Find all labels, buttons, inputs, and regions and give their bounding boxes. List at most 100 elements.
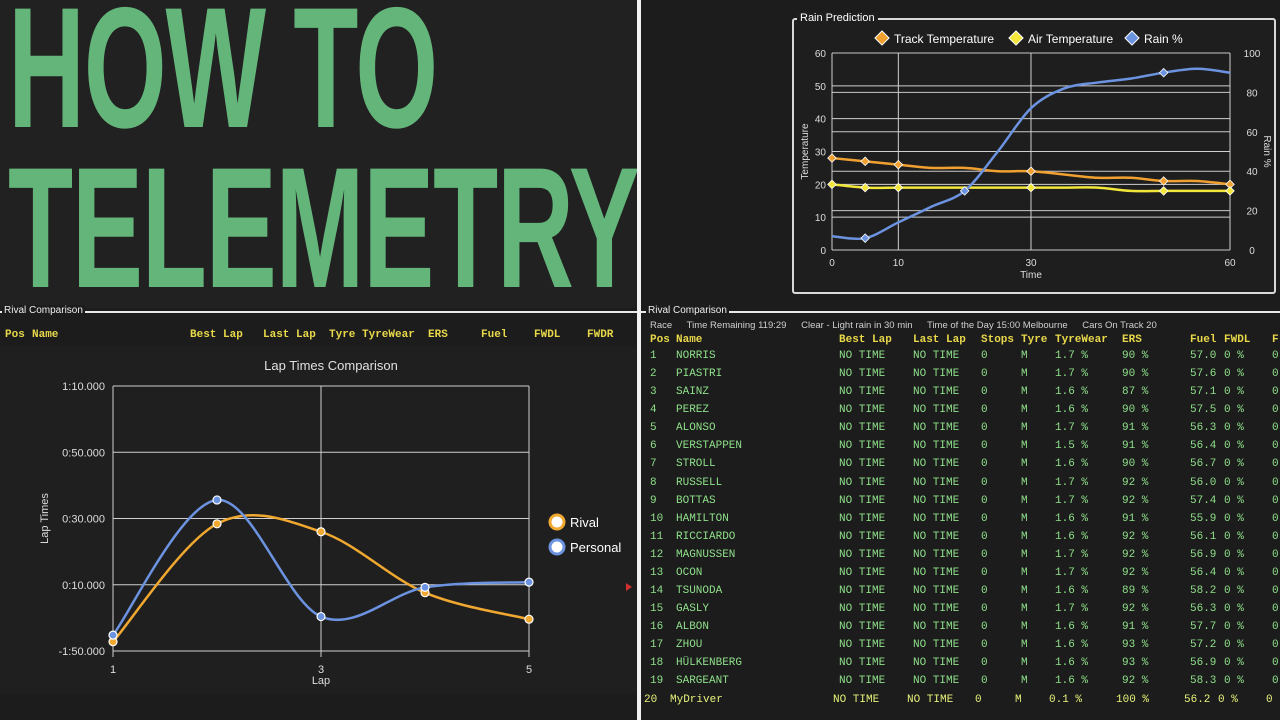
- legend-label: Track Temperature: [894, 32, 994, 46]
- legend-marker: [1124, 30, 1140, 46]
- cell-pos: 6: [650, 440, 657, 453]
- rcol-stops: Stops: [981, 334, 1015, 346]
- cell-fwdr: 0: [1272, 639, 1279, 652]
- data-point: [1225, 186, 1235, 196]
- cell-stops: 0: [981, 566, 988, 579]
- series-line-personal: [112, 498, 530, 636]
- col-pos: Pos: [5, 329, 25, 341]
- data-point: [1026, 166, 1036, 177]
- cell-last: NO TIME: [913, 494, 960, 507]
- vertical-divider: [637, 0, 641, 720]
- race-info-bar: Race Time Remaining 119:29 Clear - Light…: [650, 320, 1169, 331]
- left-section-label: Rival Comparison: [2, 305, 85, 316]
- cell-best: NO TIME: [839, 603, 886, 616]
- cell-tyre: M: [1021, 621, 1028, 634]
- cell-best: NO TIME: [839, 368, 886, 381]
- cell-fuel: 56.2: [1184, 694, 1211, 706]
- cell-fuel: 57.1: [1190, 386, 1217, 399]
- title-line-1: HOW TO: [8, 0, 438, 164]
- cell-last: NO TIME: [913, 603, 960, 616]
- cell-last: NO TIME: [913, 440, 960, 453]
- cell-last: NO TIME: [913, 458, 960, 471]
- cell-fwdr: 0: [1272, 585, 1279, 598]
- x-tick-label: 3: [318, 664, 324, 676]
- cell-fwdl: 0 %: [1224, 657, 1244, 670]
- cell-fuel: 56.7: [1190, 458, 1217, 471]
- cell-stops: 0: [981, 422, 988, 435]
- cell-wear: 1.6 %: [1055, 621, 1089, 634]
- y2-axis-label: Rain %: [1261, 135, 1272, 167]
- data-point: [827, 153, 837, 163]
- cell-name: GASLY: [676, 603, 710, 616]
- cell-pos: 12: [650, 548, 664, 561]
- cell-fwdl: 0 %: [1224, 458, 1244, 471]
- cell-best: NO TIME: [839, 350, 886, 362]
- data-point: [524, 614, 534, 624]
- cell-ers: 89 %: [1122, 585, 1149, 598]
- y-tick-label: 0:10.000: [62, 580, 105, 592]
- cell-ers: 100 %: [1116, 694, 1150, 706]
- y-tick-label: 50: [815, 82, 827, 93]
- data-point: [860, 156, 870, 167]
- cell-name: PEREZ: [676, 404, 710, 417]
- cell-wear: 1.6 %: [1055, 458, 1089, 471]
- cell-fwdl: 0 %: [1224, 621, 1244, 634]
- cell-fwdl: 0 %: [1218, 694, 1238, 706]
- x-tick-label: 10: [893, 258, 905, 269]
- col-fwdr: FWDR: [587, 329, 614, 341]
- cell-fwdr: 0: [1272, 621, 1279, 634]
- cell-fwdl: 0 %: [1224, 603, 1244, 616]
- rcol-fwdr: F: [1272, 334, 1279, 346]
- data-point: [316, 611, 326, 622]
- data-point: [860, 182, 870, 193]
- cell-fwdr: 0: [1272, 476, 1279, 489]
- cell-name: ALONSO: [676, 422, 716, 435]
- x-tick-label: 5: [526, 664, 532, 676]
- cell-fwdr: 0: [1272, 603, 1279, 616]
- cell-pos: 4: [650, 404, 657, 417]
- cell-ers: 92 %: [1122, 494, 1149, 507]
- cell-stops: 0: [981, 621, 988, 634]
- cell-name: ZHOU: [676, 639, 703, 652]
- y-tick-label: 40: [815, 115, 827, 126]
- cell-stops: 0: [981, 404, 988, 417]
- cell-pos: 5: [650, 422, 657, 435]
- weather-forecast: Clear - Light rain in 30 min: [801, 320, 913, 331]
- cell-wear: 1.6 %: [1055, 639, 1089, 652]
- cell-best: NO TIME: [839, 512, 886, 525]
- cell-name: ALBON: [676, 621, 710, 634]
- cell-name: RICCIARDO: [676, 530, 736, 543]
- right-section-label: Rival Comparison: [646, 305, 729, 316]
- cell-wear: 1.6 %: [1055, 657, 1089, 670]
- x-tick-label: 0: [829, 258, 835, 269]
- legend-marker: [1008, 30, 1024, 46]
- cell-last: NO TIME: [913, 512, 960, 525]
- cell-best: NO TIME: [839, 639, 886, 652]
- cell-fuel: 57.2: [1190, 639, 1217, 652]
- rcol-ers: ERS: [1122, 334, 1142, 346]
- cell-ers: 90 %: [1122, 368, 1149, 381]
- y-tick-label: 20: [815, 180, 827, 191]
- cell-stops: 0: [981, 476, 988, 489]
- legend-marker: [548, 513, 566, 531]
- data-point: [212, 519, 222, 529]
- y-axis-label: Temperature: [800, 123, 811, 180]
- cell-fuel: 57.4: [1190, 494, 1217, 507]
- cell-tyre: M: [1021, 458, 1028, 471]
- y-tick-label: 30: [815, 148, 827, 159]
- cell-stops: 0: [981, 657, 988, 670]
- cell-fwdr: 0: [1272, 368, 1279, 381]
- title-line-2: TELEMETRY: [8, 132, 640, 324]
- cell-pos: 14: [650, 585, 664, 598]
- cell-stops: 0: [981, 386, 988, 399]
- cell-stops: 0: [981, 440, 988, 453]
- cell-best: NO TIME: [839, 566, 886, 579]
- rcol-best-lap: Best Lap: [839, 334, 892, 346]
- cell-wear: 1.5 %: [1055, 440, 1089, 453]
- cell-name: OCON: [676, 566, 703, 579]
- legend-label: Air Temperature: [1028, 32, 1113, 46]
- cell-fwdr: 0: [1266, 694, 1273, 706]
- cell-last: NO TIME: [913, 639, 960, 652]
- cell-fwdl: 0 %: [1224, 639, 1244, 652]
- cell-best: NO TIME: [839, 494, 886, 507]
